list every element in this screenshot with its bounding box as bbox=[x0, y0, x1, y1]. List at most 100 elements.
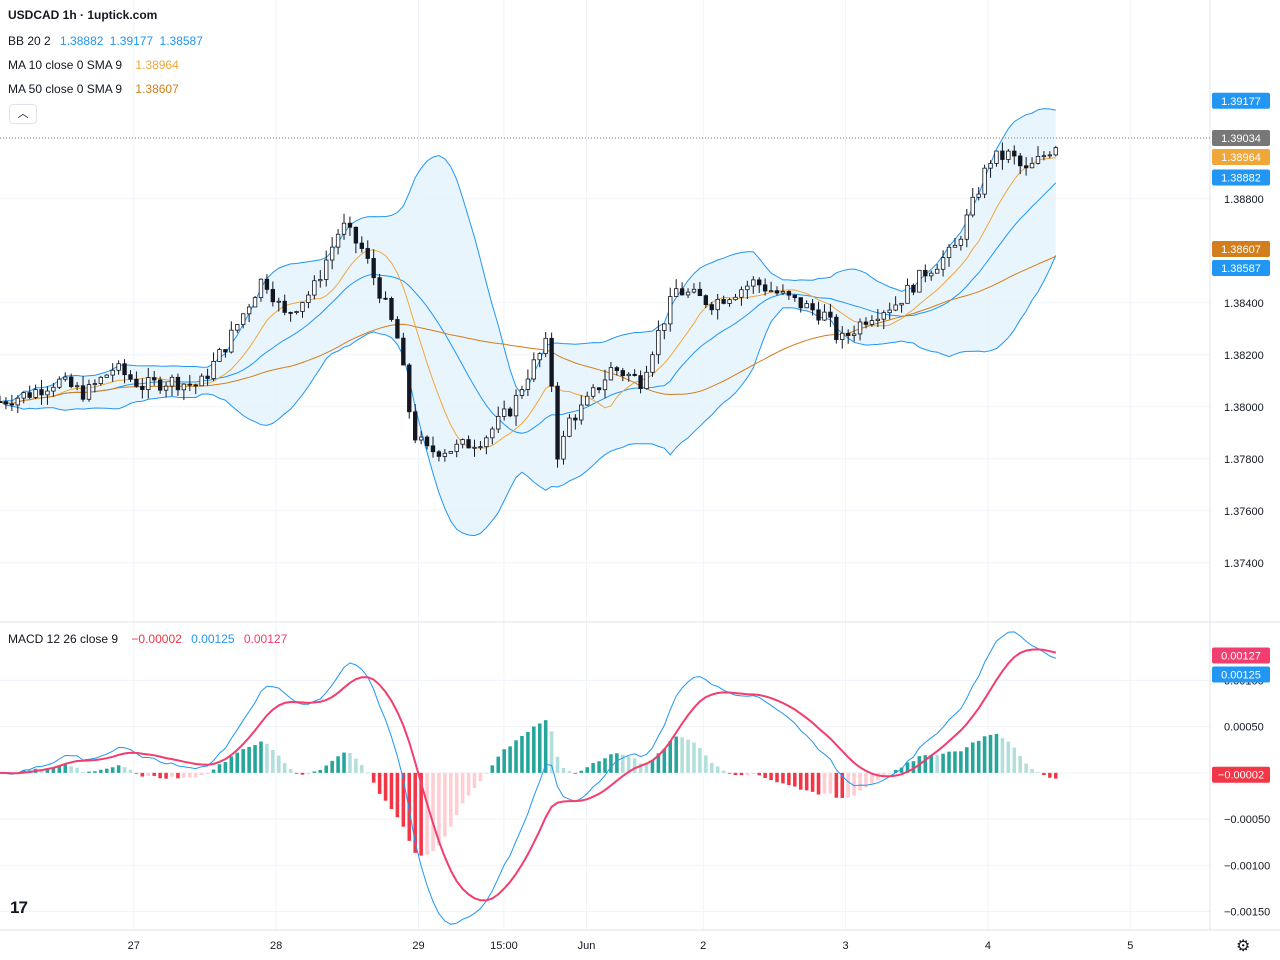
candle-body[interactable] bbox=[1023, 165, 1029, 169]
candle-body[interactable] bbox=[579, 404, 584, 421]
candle-body[interactable] bbox=[68, 376, 74, 387]
candle-body[interactable] bbox=[484, 437, 489, 448]
candle-body[interactable] bbox=[851, 333, 857, 336]
candle-body[interactable] bbox=[1047, 154, 1053, 157]
candle-body[interactable] bbox=[472, 446, 477, 449]
candle-body[interactable] bbox=[543, 337, 548, 355]
candle-body[interactable] bbox=[466, 439, 471, 449]
candle-body[interactable] bbox=[662, 323, 667, 331]
candle-body[interactable] bbox=[110, 369, 115, 376]
candle-body[interactable] bbox=[347, 222, 353, 228]
candle-body[interactable] bbox=[63, 376, 68, 380]
candle-body[interactable] bbox=[448, 451, 453, 454]
candle-body[interactable] bbox=[27, 392, 32, 398]
candle-body[interactable] bbox=[650, 354, 655, 373]
candle-body[interactable] bbox=[98, 376, 104, 384]
candle-body[interactable] bbox=[656, 330, 661, 356]
candle-body[interactable] bbox=[626, 373, 631, 377]
candle-body[interactable] bbox=[786, 291, 792, 296]
candle-body[interactable] bbox=[371, 258, 376, 279]
candle-body[interactable] bbox=[128, 374, 133, 380]
candle-body[interactable] bbox=[739, 289, 744, 298]
candle-body[interactable] bbox=[804, 303, 809, 309]
ma50-legend[interactable]: MA 50 close 0 SMA 9 1.38607 bbox=[8, 82, 179, 96]
candle-body[interactable] bbox=[780, 291, 786, 294]
candle-body[interactable] bbox=[134, 378, 139, 387]
candle-body[interactable] bbox=[590, 387, 596, 397]
candle-body[interactable] bbox=[946, 246, 952, 259]
candle-body[interactable] bbox=[377, 277, 382, 299]
candle-body[interactable] bbox=[353, 226, 359, 244]
candle-body[interactable] bbox=[1000, 150, 1005, 160]
candle-body[interactable] bbox=[246, 306, 252, 315]
candle-body[interactable] bbox=[229, 329, 234, 353]
candle-body[interactable] bbox=[389, 297, 394, 320]
candle-body[interactable] bbox=[632, 373, 637, 376]
candle-body[interactable] bbox=[478, 446, 483, 449]
candle-body[interactable] bbox=[721, 299, 726, 304]
candle-body[interactable] bbox=[146, 377, 151, 390]
candle-body[interactable] bbox=[407, 364, 412, 413]
candle-body[interactable] bbox=[507, 408, 513, 417]
candle-body[interactable] bbox=[288, 312, 293, 314]
candle-body[interactable] bbox=[745, 285, 750, 291]
candle-body[interactable] bbox=[9, 403, 15, 406]
candle-body[interactable] bbox=[217, 349, 222, 362]
candle-body[interactable] bbox=[21, 392, 26, 399]
candle-body[interactable] bbox=[501, 408, 507, 417]
candle-body[interactable] bbox=[294, 311, 299, 313]
candle-body[interactable] bbox=[496, 415, 501, 430]
candle-body[interactable] bbox=[679, 288, 685, 296]
candle-body[interactable] bbox=[638, 375, 643, 389]
candle-body[interactable] bbox=[1053, 147, 1058, 156]
candle-body[interactable] bbox=[899, 302, 904, 306]
candle-body[interactable] bbox=[187, 383, 192, 386]
candle-body[interactable] bbox=[324, 259, 329, 280]
bb-lower-line[interactable] bbox=[0, 255, 1057, 537]
candle-body[interactable] bbox=[365, 248, 370, 259]
candle-body[interactable] bbox=[1018, 155, 1023, 167]
candle-body[interactable] bbox=[104, 374, 109, 378]
candle-body[interactable] bbox=[644, 371, 649, 389]
candle-body[interactable] bbox=[80, 385, 86, 400]
candle-body[interactable] bbox=[917, 269, 922, 293]
candle-body[interactable] bbox=[905, 284, 910, 304]
candle-body[interactable] bbox=[822, 311, 827, 321]
tradingview-logo-icon[interactable]: 17 bbox=[10, 898, 28, 917]
candle-body[interactable] bbox=[982, 167, 987, 195]
candle-body[interactable] bbox=[798, 297, 803, 309]
candle-body[interactable] bbox=[608, 367, 614, 381]
candle-body[interactable] bbox=[691, 288, 697, 293]
candle-body[interactable] bbox=[715, 299, 720, 311]
candle-body[interactable] bbox=[810, 303, 815, 311]
candle-body[interactable] bbox=[549, 337, 554, 387]
candle-body[interactable] bbox=[840, 332, 845, 340]
candle-body[interactable] bbox=[792, 294, 797, 299]
candle-body[interactable] bbox=[525, 378, 531, 390]
candle-body[interactable] bbox=[846, 332, 851, 336]
candle-body[interactable] bbox=[774, 290, 780, 294]
candle-body[interactable] bbox=[490, 428, 495, 439]
candle-body[interactable] bbox=[157, 379, 163, 391]
candle-body[interactable] bbox=[685, 291, 691, 296]
ma10-legend[interactable]: MA 10 close 0 SMA 9 1.38964 bbox=[8, 58, 179, 72]
candle-body[interactable] bbox=[887, 309, 892, 314]
candle-body[interactable] bbox=[45, 390, 50, 396]
candle-body[interactable] bbox=[940, 257, 946, 270]
candle-body[interactable] bbox=[573, 417, 578, 421]
candle-body[interactable] bbox=[869, 320, 875, 325]
candle-body[interactable] bbox=[430, 445, 436, 453]
candle-body[interactable] bbox=[140, 385, 145, 390]
candle-body[interactable] bbox=[436, 451, 442, 457]
candle-body[interactable] bbox=[175, 376, 181, 391]
candle-body[interactable] bbox=[116, 363, 121, 371]
candle-body[interactable] bbox=[668, 296, 673, 325]
candle-body[interactable] bbox=[970, 196, 975, 216]
candle-body[interactable] bbox=[561, 435, 566, 460]
candle-body[interactable] bbox=[881, 312, 886, 320]
candle-body[interactable] bbox=[341, 222, 347, 235]
candle-body[interactable] bbox=[828, 311, 833, 318]
candle-body[interactable] bbox=[1035, 155, 1041, 164]
candle-body[interactable] bbox=[199, 375, 204, 387]
